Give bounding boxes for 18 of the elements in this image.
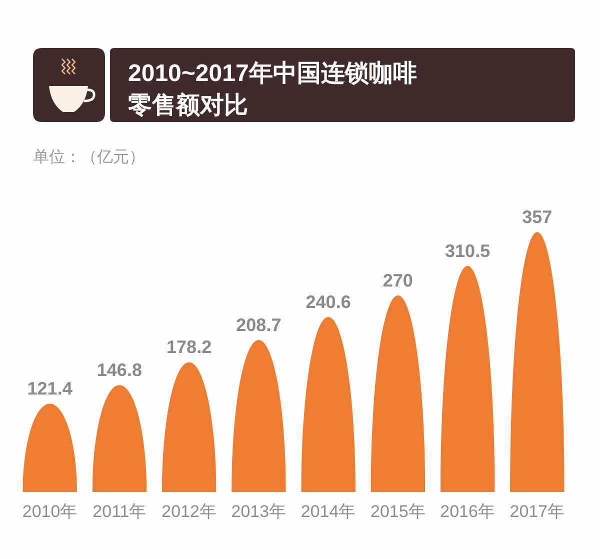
data-label: 240.6 [306, 292, 351, 312]
x-tick-label: 2014年 [300, 502, 356, 521]
data-label: 208.7 [236, 315, 282, 335]
x-tick-label: 2011年 [92, 502, 146, 521]
data-label: 310.5 [445, 240, 490, 261]
x-tick-label: 2015年 [370, 502, 426, 521]
x-tick-label: 2017年 [510, 502, 565, 521]
data-label: 357 [522, 207, 552, 227]
subtitle: 单位：（亿元） [33, 149, 145, 166]
data-label: 270 [382, 270, 413, 290]
x-tick-label: 2013年 [231, 502, 286, 521]
title: 2010~2017年中国连锁咖啡零售额对比 [128, 60, 417, 119]
data-label: 178.2 [166, 337, 212, 358]
x-tick-label: 2012年 [162, 502, 216, 521]
x-tick-label: 2010年 [22, 502, 78, 521]
x-tick-label: 2016年 [440, 502, 495, 521]
data-label: 146.8 [96, 360, 142, 380]
data-label: 121.4 [27, 378, 72, 399]
